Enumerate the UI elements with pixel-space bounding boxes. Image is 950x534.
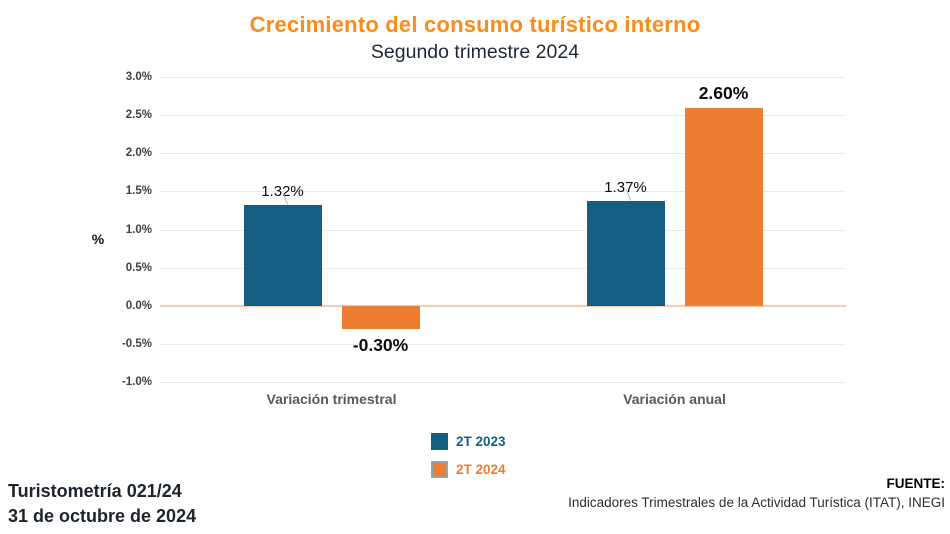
report-date: 31 de octubre de 2024 [8,505,197,526]
zero-axis-line [160,304,846,307]
legend: 2T 2023 2T 2024 [431,433,506,478]
chart-subtitle: Segundo trimestre 2024 [370,41,580,63]
category-label: Variación anual [623,391,726,407]
bar-2t2024-1 [341,305,420,329]
y-tick-label: 0.5% [125,261,152,274]
gridline [160,77,846,78]
legend-label-2t2024: 2T 2024 [456,462,506,477]
gridline [160,343,846,345]
y-tick-label: 2.0% [125,147,152,160]
y-tick-label: 3.0% [125,71,152,83]
source-block: FUENTE: Indicadores Trimestrales de la A… [568,474,945,512]
gridline [160,382,846,383]
value-label: 2.60% [698,82,749,103]
y-tick-label: 2.5% [125,109,152,122]
source-label: FUENTE: [886,476,946,491]
y-tick-label: 0.0% [125,299,152,312]
value-label: -0.30% [352,334,409,355]
category-label: Variación trimestral [266,391,397,407]
legend-item-2t2024: 2T 2024 [431,461,506,478]
source-text: Indicadores Trimestrales de la Actividad… [568,495,945,510]
report-id: Turistometría 021/24 [8,481,182,501]
legend-swatch-2t2024 [431,461,448,478]
y-tick-label: 1.0% [125,223,152,236]
y-tick-label: -0.5% [121,337,152,350]
bar-2t2023-2 [586,201,665,306]
gridline [160,229,846,231]
legend-swatch-2t2023 [431,433,448,450]
legend-label-2t2023: 2T 2023 [456,434,506,449]
y-tick-label: -1.0% [121,376,152,388]
chart-title: Crecimiento del consumo turístico intern… [249,12,701,37]
gridline [160,267,846,269]
value-label: 1.32% [261,183,304,201]
y-tick-label: 1.5% [125,185,152,198]
bar-2t2024-2 [684,107,763,306]
gridline [160,191,846,193]
bar-2t2023-1 [243,205,322,306]
value-label: 1.37% [604,179,647,197]
y-axis-label: % [91,231,105,247]
gridline [160,115,846,117]
legend-item-2t2023: 2T 2023 [431,433,506,450]
report-id-block: Turistometría 021/24 31 de octubre de 20… [8,479,196,528]
gridline [160,153,846,155]
